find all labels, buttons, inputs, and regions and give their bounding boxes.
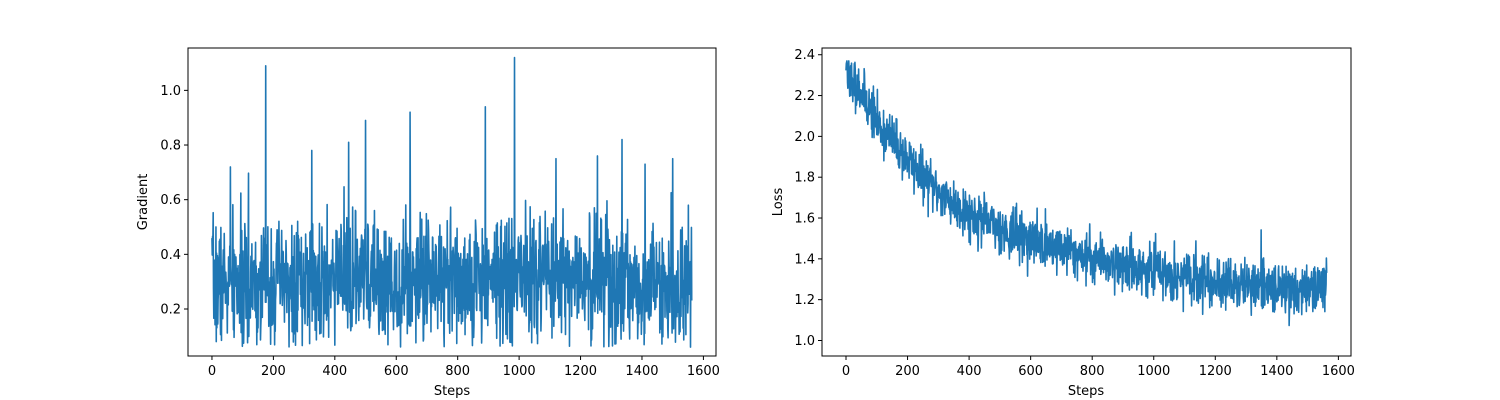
loss-chart-plot-frame bbox=[821, 47, 1352, 357]
gradient-chart-series bbox=[211, 56, 693, 348]
loss-chart-x-tick-label: 600 bbox=[1018, 364, 1043, 379]
gradient-chart-y-axis-label: Gradient bbox=[136, 174, 151, 231]
loss-chart-x-axis-label: Steps bbox=[1068, 384, 1105, 399]
gradient-chart-plot-frame bbox=[187, 47, 717, 357]
loss-chart-y-tick-label: 2.2 bbox=[794, 89, 815, 104]
gradient-chart-x-axis-label: Steps bbox=[434, 384, 471, 399]
gradient-chart-y-tick-label: 0.4 bbox=[160, 248, 181, 263]
loss-chart-y-tick-label: 2.4 bbox=[794, 48, 815, 63]
loss-chart-ticks: 0 200 400 600 800 1000 1200 1400 1600 1.0 1.2 1.4 1.… bbox=[794, 48, 1355, 379]
loss-chart-x-tick-label: 200 bbox=[895, 364, 920, 379]
loss-chart-series-line bbox=[845, 60, 1328, 327]
loss-chart-y-tick-label: 1.0 bbox=[794, 334, 815, 349]
loss-chart-x-tick-label: 1200 bbox=[1199, 364, 1232, 379]
loss-chart-y-tick-label: 1.2 bbox=[794, 293, 815, 308]
loss-chart-x-tick-label: 1400 bbox=[1260, 364, 1293, 379]
loss-chart-y-tick-label: 2.0 bbox=[794, 130, 815, 145]
gradient-chart-y-tick-label: 0.2 bbox=[160, 302, 181, 317]
loss-chart-x-tick-label: 0 bbox=[842, 364, 850, 379]
loss-chart-y-axis-label: Loss bbox=[771, 188, 786, 217]
loss-chart-y-tick-label: 1.8 bbox=[794, 171, 815, 186]
loss-chart-y-tick-label: 1.4 bbox=[794, 252, 815, 267]
gradient-chart-y-tick-label: 0.6 bbox=[160, 193, 181, 208]
loss-chart-x-tick-label: 1600 bbox=[1322, 364, 1355, 379]
gradient-chart-x-tick-label: 800 bbox=[445, 364, 470, 379]
loss-chart-y-tick-label: 1.6 bbox=[794, 212, 815, 227]
gradient-chart-y-tick-label: 0.8 bbox=[160, 139, 181, 154]
gradient-chart-x-tick-label: 0 bbox=[208, 364, 216, 379]
gradient-chart-x-tick-label: 600 bbox=[384, 364, 409, 379]
gradient-chart-series-line bbox=[211, 56, 693, 348]
gradient-chart-x-tick-label: 400 bbox=[322, 364, 347, 379]
loss-chart-x-tick-label: 1000 bbox=[1137, 364, 1170, 379]
gradient-chart-x-tick-label: 1400 bbox=[625, 364, 658, 379]
loss-chart-x-tick-label: 400 bbox=[957, 364, 982, 379]
gradient-chart-x-tick-label: 1000 bbox=[503, 364, 536, 379]
gradient-chart-x-tick-label: 1600 bbox=[687, 364, 720, 379]
gradient-chart-y-tick-label: 1.0 bbox=[160, 84, 181, 99]
gradient-chart-x-tick-label: 200 bbox=[261, 364, 286, 379]
gradient-chart-x-tick-label: 1200 bbox=[564, 364, 597, 379]
loss-chart: 0 200 400 600 800 1000 1200 1400 1600 1.0 1.2 1.4 1.… bbox=[771, 47, 1355, 399]
gradient-chart-ticks: 0 200 400 600 800 1000 1200 1400 1600 0.2 0.4 0.6 0.… bbox=[160, 84, 720, 379]
gradient-chart: 0 200 400 600 800 1000 1200 1400 1600 0.2 0.4 0.6 0.… bbox=[136, 47, 720, 399]
loss-chart-series bbox=[845, 60, 1328, 327]
loss-chart-x-tick-label: 800 bbox=[1080, 364, 1105, 379]
